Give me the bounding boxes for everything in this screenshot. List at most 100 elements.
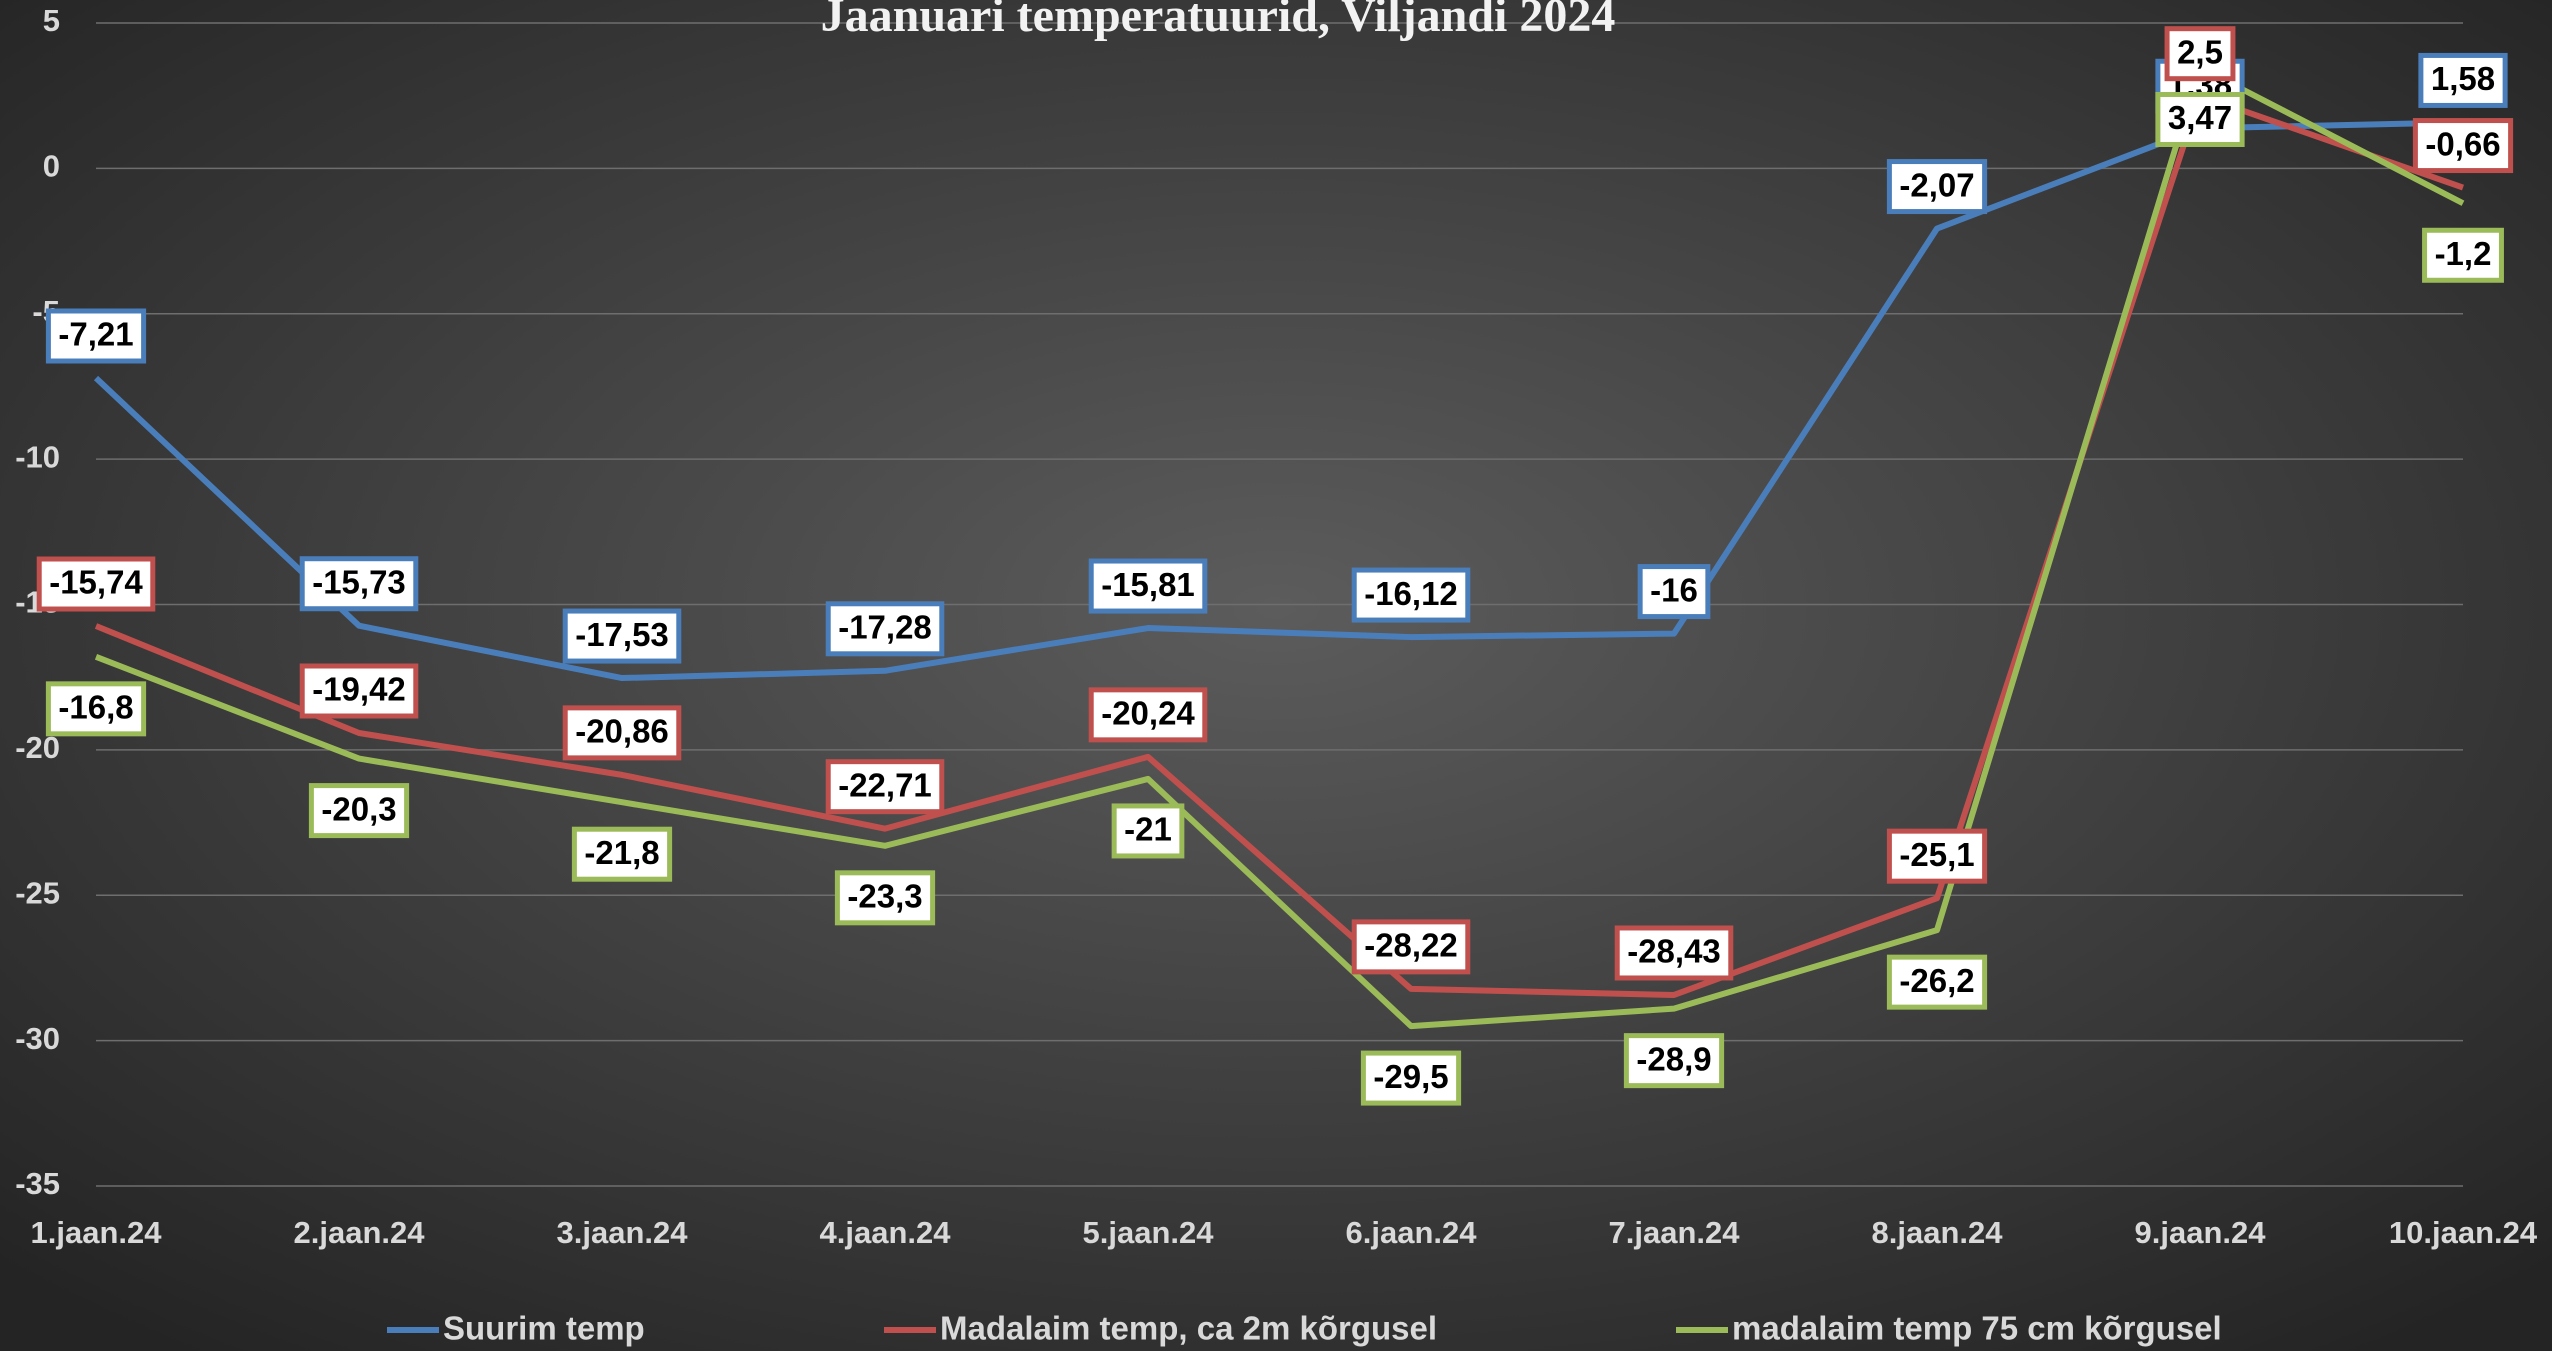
data-label: -20,24 (1088, 687, 1208, 743)
data-label-text: -17,53 (575, 616, 669, 653)
y-tick-label: -10 (15, 439, 60, 474)
data-label-text: -21 (1124, 811, 1172, 848)
data-label-text: -2,07 (1899, 166, 1974, 203)
data-label-box (562, 608, 682, 664)
data-label-text: -29,5 (1373, 1058, 1448, 1095)
series-line (94, 64, 2465, 1030)
y-tick-label: 0 (43, 149, 60, 184)
x-tick-label: 7.jaan.24 (1609, 1215, 1741, 1250)
data-label: -1,2 (2422, 227, 2504, 283)
series-line (93, 119, 2464, 682)
data-label: -28,9 (1623, 1033, 1725, 1089)
data-label: -16,8 (45, 681, 147, 737)
data-label: -23,3 (834, 870, 936, 926)
data-label-box (308, 783, 410, 839)
x-tick-label: 3.jaan.24 (557, 1215, 689, 1250)
data-label-box (2418, 52, 2508, 108)
x-tick-label: 6.jaan.24 (1346, 1215, 1478, 1250)
x-tick-label: 2.jaan.24 (294, 1215, 426, 1250)
data-label: -15,73 (299, 556, 419, 612)
lines (93, 64, 2465, 1030)
data-label-box (1351, 567, 1471, 623)
data-label-text: -15,81 (1101, 566, 1195, 603)
data-label-box (825, 601, 945, 657)
data-label-box (1088, 687, 1208, 743)
y-tick-label: 5 (43, 3, 60, 38)
data-label-box (2412, 118, 2514, 174)
data-label-text: -20,3 (321, 790, 396, 827)
data-label-box (45, 681, 147, 737)
data-label-box (562, 705, 682, 761)
data-label-box (1886, 159, 1988, 215)
data-label: -20,86 (562, 705, 682, 761)
data-label-box (299, 556, 419, 612)
data-label: -17,28 (825, 601, 945, 657)
data-label: -15,81 (1088, 558, 1208, 614)
data-label-box (1614, 925, 1734, 981)
data-label-text: -15,74 (49, 564, 143, 601)
data-label-box (45, 308, 147, 364)
data-label: -21,8 (571, 826, 673, 882)
data-label: -28,22 (1351, 919, 1471, 975)
x-tick-label: 4.jaan.24 (820, 1215, 952, 1250)
data-label: -22,71 (825, 759, 945, 815)
data-label-box (1088, 558, 1208, 614)
data-label-text: -22,71 (838, 766, 932, 803)
data-label-box (36, 556, 156, 612)
x-tick-label: 5.jaan.24 (1083, 1215, 1215, 1250)
data-label-text: -0,66 (2425, 125, 2500, 162)
x-tick-label: 10.jaan.24 (2389, 1215, 2538, 1250)
data-label: -29,5 (1360, 1050, 1462, 1106)
data-label: -2,07 (1886, 159, 1988, 215)
data-label-text: -16 (1650, 571, 1698, 608)
data-label-text: 2,5 (2177, 33, 2223, 70)
data-label-text: -21,8 (584, 834, 659, 871)
data-label-box (834, 870, 936, 926)
data-label-text: -15,73 (312, 563, 406, 600)
x-tick-label: 9.jaan.24 (2135, 1215, 2267, 1250)
data-label-box (1886, 828, 1988, 884)
data-label: -15,74 (36, 556, 156, 612)
data-label-text: -23,3 (847, 878, 922, 915)
data-label-text: -7,21 (58, 316, 133, 353)
data-label-box (825, 759, 945, 815)
data-label-text: -19,42 (312, 671, 406, 708)
data-label-text: -26,2 (1899, 962, 1974, 999)
data-label-text: -20,86 (575, 713, 669, 750)
data-label-text: -28,22 (1364, 927, 1458, 964)
x-tick-label: 8.jaan.24 (1872, 1215, 2004, 1250)
data-label: -26,2 (1886, 954, 1988, 1010)
data-label-box (2164, 26, 2236, 82)
data-label: 3,47 (2155, 91, 2245, 147)
data-label: 2,5 (2164, 26, 2236, 82)
data-label-box (2155, 91, 2245, 147)
y-tick-label: -25 (15, 875, 60, 910)
data-label-text: 3,47 (2168, 99, 2232, 136)
data-label: -16,12 (1351, 567, 1471, 623)
data-label-box (2422, 227, 2504, 283)
legend-label: Suurim temp (443, 1310, 645, 1347)
data-label-text: 1,58 (2431, 60, 2495, 97)
data-label-box (1886, 954, 1988, 1010)
data-label-box (571, 826, 673, 882)
data-label: -21 (1111, 803, 1185, 859)
data-label: -17,53 (562, 608, 682, 664)
labels: -7,21 -15,73 -17,53 -17,28 -15,81 -16,12 -16 -2… (36, 26, 2514, 1106)
grid: -35-30-25-20-15-10-5051.jaan.242.jaan.24… (15, 3, 2538, 1347)
data-label-text: -28,43 (1627, 933, 1721, 970)
legend-label: Madalaim temp, ca 2m kõrgusel (940, 1310, 1437, 1347)
data-label-text: -28,9 (1636, 1040, 1711, 1077)
data-label-box (299, 663, 419, 719)
data-label-box (1351, 919, 1471, 975)
data-label-box (1637, 564, 1711, 620)
data-label: -7,21 (45, 308, 147, 364)
data-label: -0,66 (2412, 118, 2514, 174)
chart-title: Jaanuari temperatuurid, Viljandi 2024 (821, 0, 1616, 42)
data-label-box (1360, 1050, 1462, 1106)
data-label: -20,3 (308, 783, 410, 839)
data-label-text: -20,24 (1101, 695, 1195, 732)
data-label: -25,1 (1886, 828, 1988, 884)
